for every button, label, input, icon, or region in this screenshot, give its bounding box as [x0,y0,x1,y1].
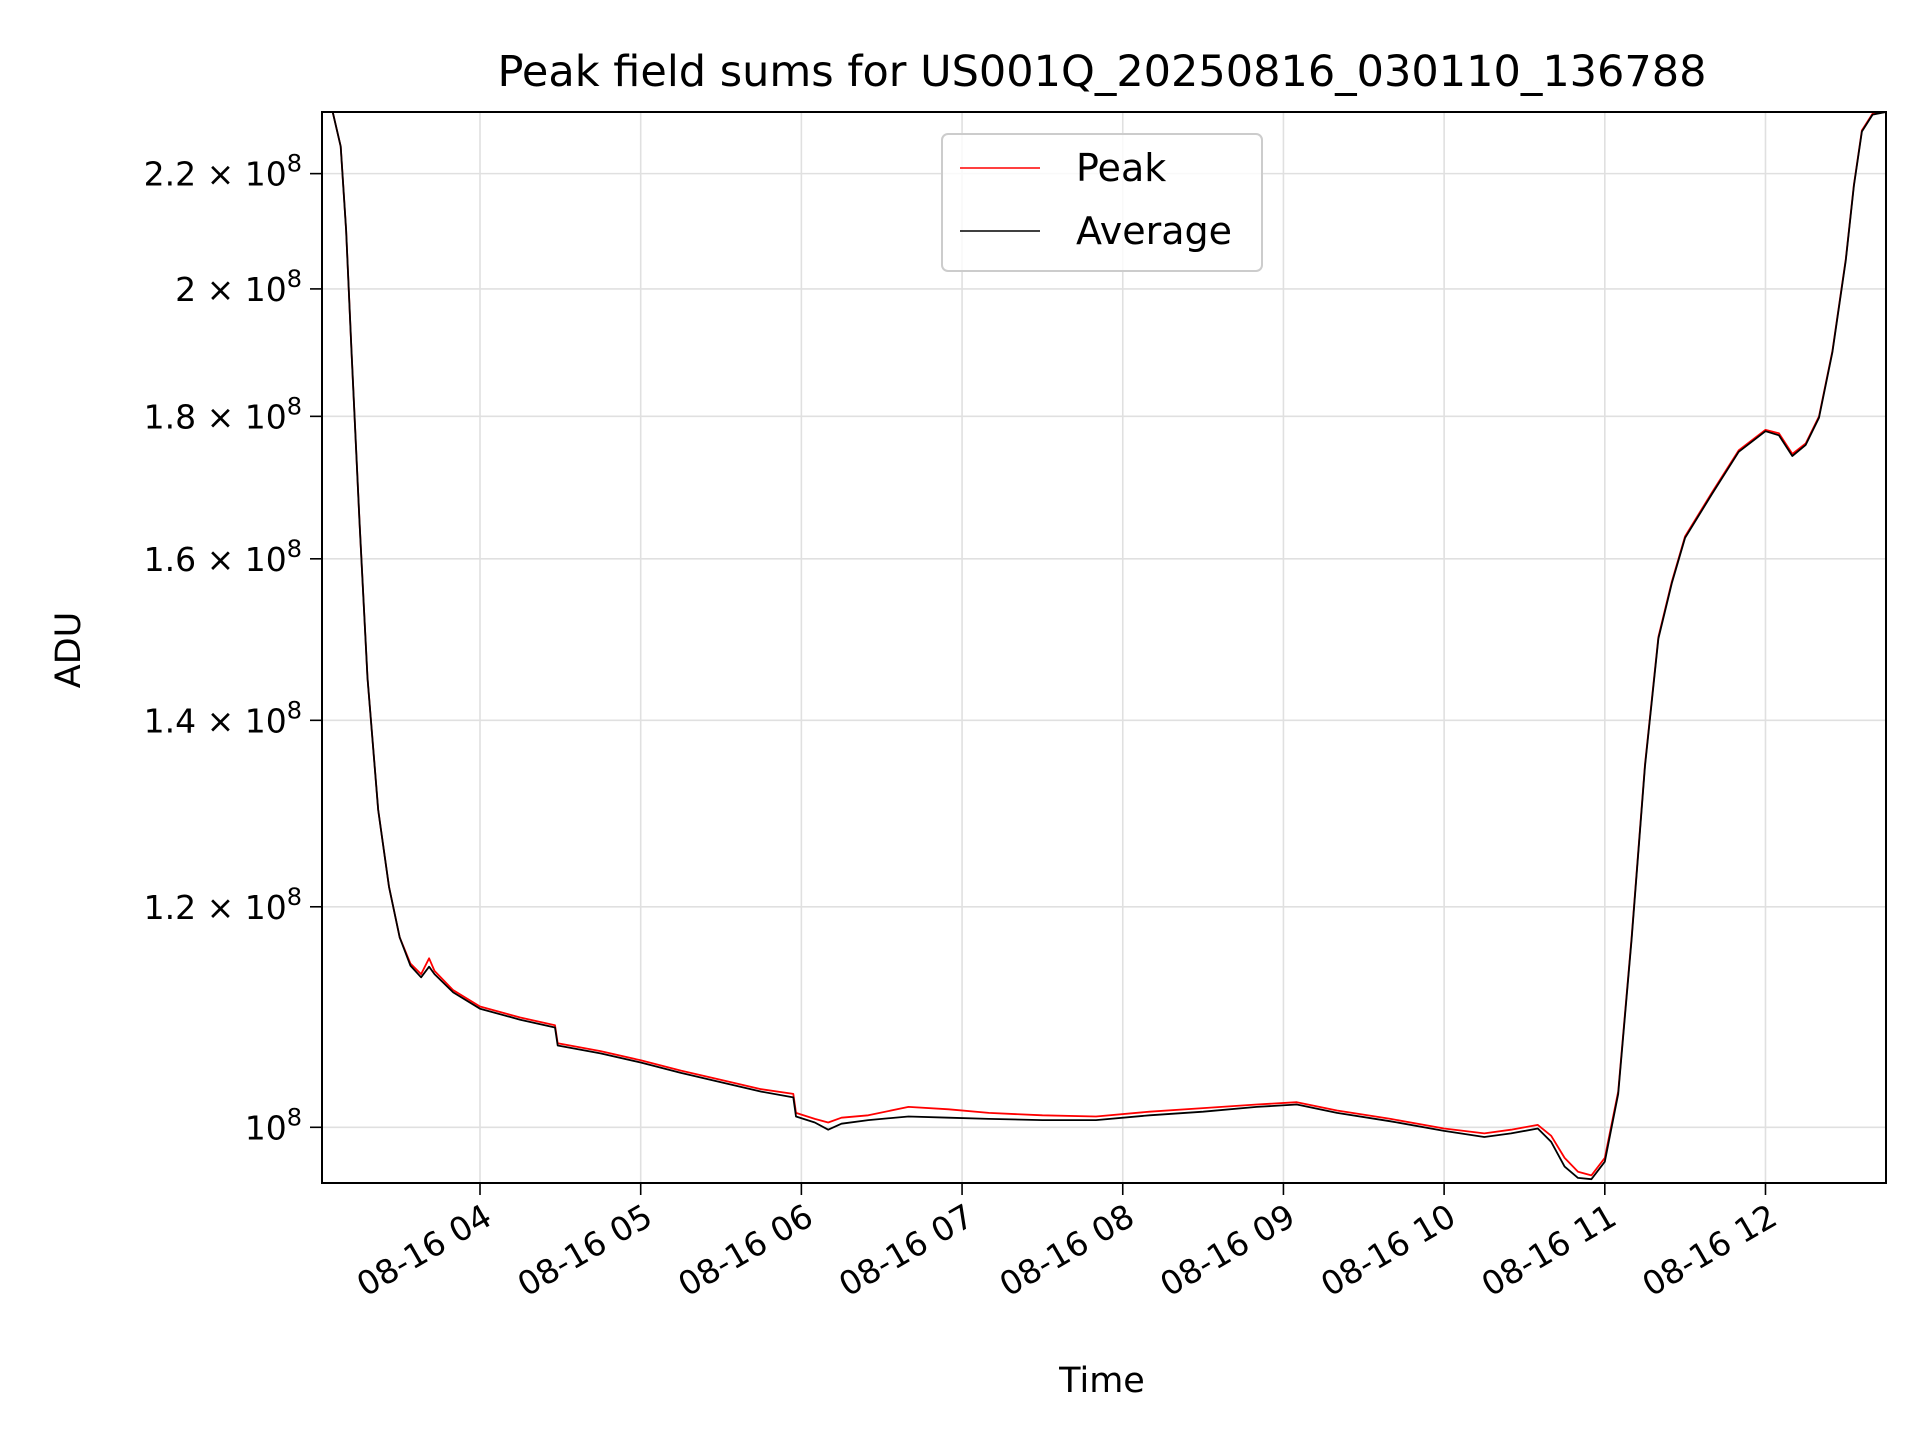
legend: Peak Average [941,133,1263,272]
y-tick-label: 1.6 × 108 [144,535,302,579]
legend-label-average: Average [1076,209,1232,253]
y-axis-title: ADU [49,612,89,689]
x-axis-title: Time [1058,1361,1145,1401]
y-tick-label: 1.4 × 108 [144,696,302,740]
y-tick-label: 2.2 × 108 [144,150,302,194]
series-line-average [322,111,1887,1181]
grid [322,112,1886,1183]
y-tick-label: 1.8 × 108 [144,392,302,436]
y-tick-label: 1.2 × 108 [144,883,302,927]
series-layer [322,111,1887,1181]
y-tick-label: 108 [245,1103,302,1147]
y-tick-label: 2 × 108 [175,265,302,309]
chart-title: Peak field sums for US001Q_20250816_0301… [498,47,1707,97]
legend-label-peak: Peak [1076,146,1166,190]
plot-frame [321,111,1887,1184]
